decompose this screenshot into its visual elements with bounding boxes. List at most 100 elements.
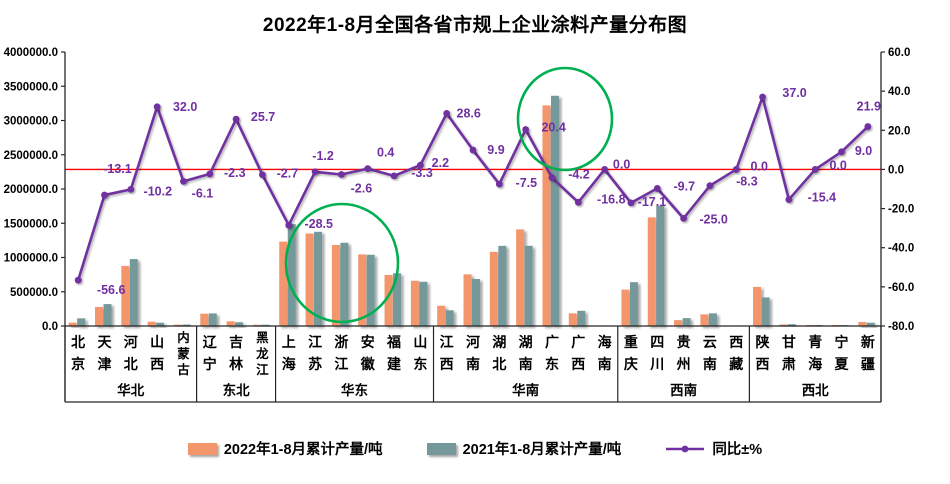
yoy-point-宁夏 bbox=[838, 148, 845, 156]
legend-line-marker-icon bbox=[666, 445, 705, 452]
yoy-label-广西: -16.8 bbox=[597, 192, 626, 206]
bar-2021-山东 bbox=[419, 281, 428, 326]
bar-2022-内蒙古 bbox=[173, 324, 182, 326]
bar-2021-福建 bbox=[393, 273, 402, 326]
category-label-河南: 河 bbox=[466, 334, 480, 350]
category-label-安徽: 徽 bbox=[360, 356, 376, 372]
bar-2021-内蒙古 bbox=[182, 324, 191, 326]
bar-2022-河南 bbox=[463, 274, 472, 326]
bar-2021-安徽 bbox=[366, 254, 375, 326]
category-label-上海: 海 bbox=[282, 356, 296, 372]
yoy-label-上海: -28.5 bbox=[304, 217, 333, 231]
yoy-point-广东 bbox=[548, 174, 556, 182]
yoy-point-陕西 bbox=[759, 93, 766, 101]
yoy-label-河南: 9.9 bbox=[487, 143, 504, 157]
category-label-西藏: 西 bbox=[729, 334, 743, 350]
yoy-point-重庆 bbox=[627, 199, 635, 207]
category-label-福建: 福 bbox=[386, 334, 401, 350]
category-label-新疆: 新 bbox=[861, 334, 875, 350]
category-label-辽宁: 宁 bbox=[203, 356, 217, 372]
region-label-西北: 西北 bbox=[802, 383, 829, 398]
category-label-海南: 南 bbox=[598, 356, 612, 372]
yoy-label-重庆: -17.1 bbox=[638, 195, 667, 209]
yoy-point-北京 bbox=[74, 276, 82, 284]
yoy-point-福建 bbox=[390, 172, 398, 180]
y-right-tick-label: 0.0 bbox=[888, 164, 904, 176]
y-left-tick-label: 4000000.0 bbox=[4, 47, 58, 59]
bar-2021-四川 bbox=[656, 205, 665, 326]
annotation-ellipse-1 bbox=[284, 202, 400, 324]
yoy-label-江苏: -1.2 bbox=[312, 149, 334, 163]
yoy-point-广西 bbox=[574, 198, 582, 206]
y-right-tick-label: -80.0 bbox=[888, 321, 914, 333]
bar-2022-广西 bbox=[568, 313, 577, 326]
bar-2021-甘肃 bbox=[787, 324, 796, 326]
y-left-tick-label: 500000.0 bbox=[10, 287, 58, 299]
bar-2022-云南 bbox=[700, 314, 709, 326]
yoy-label-云南: -8.3 bbox=[736, 175, 758, 189]
yoy-point-安徽 bbox=[364, 165, 372, 173]
category-label-黑龙江: 江 bbox=[256, 362, 269, 377]
category-label-黑龙江: 龙 bbox=[255, 346, 269, 361]
bar-2022-山东 bbox=[410, 280, 419, 326]
bar-2022-福建 bbox=[384, 274, 393, 326]
yoy-point-江苏 bbox=[311, 168, 319, 176]
bar-2022-江西 bbox=[437, 305, 446, 326]
yoy-point-西藏 bbox=[732, 166, 740, 173]
legend-item-yoy: 同比±% bbox=[665, 438, 762, 459]
bar-2022-江苏 bbox=[305, 233, 314, 326]
category-label-广西: 广 bbox=[571, 334, 585, 350]
category-label-甘肃: 甘 bbox=[782, 334, 796, 350]
y-right-tick-label: -20.0 bbox=[888, 204, 914, 216]
category-label-内蒙古: 古 bbox=[177, 362, 190, 377]
yoy-label-内蒙古: -6.1 bbox=[192, 186, 214, 200]
legend-item-2021: 2021年1-8月累计产量/吨 bbox=[426, 438, 621, 459]
legend-label-yoy: 同比±% bbox=[712, 442, 763, 458]
yoy-point-新疆 bbox=[864, 123, 872, 130]
category-label-天津: 津 bbox=[97, 356, 111, 372]
yoy-label-陕西: 37.0 bbox=[782, 86, 806, 100]
bar-2021-江西 bbox=[445, 310, 454, 326]
yoy-point-河北 bbox=[127, 185, 135, 193]
category-label-湖南: 湖 bbox=[519, 334, 533, 350]
category-label-福建: 建 bbox=[387, 356, 401, 372]
category-label-河南: 南 bbox=[466, 356, 480, 372]
y-right-tick-label: 60.0 bbox=[888, 47, 910, 59]
bar-2021-新疆 bbox=[866, 322, 875, 326]
yoy-point-天津 bbox=[101, 191, 108, 199]
category-label-浙江: 江 bbox=[334, 356, 348, 372]
yoy-point-云南 bbox=[706, 182, 714, 190]
category-label-重庆: 庆 bbox=[624, 356, 638, 372]
yoy-point-四川 bbox=[653, 185, 661, 192]
category-label-云南: 南 bbox=[703, 356, 717, 372]
yoy-point-浙江 bbox=[337, 171, 345, 178]
bar-2021-江苏 bbox=[314, 231, 323, 326]
category-label-北京: 京 bbox=[71, 356, 85, 372]
bar-2021-湖北 bbox=[498, 245, 507, 326]
yoy-label-黑龙江: -2.7 bbox=[277, 167, 299, 181]
category-label-江西: 西 bbox=[440, 356, 454, 372]
bar-2022-贵州 bbox=[674, 320, 683, 326]
bar-2022-湖北 bbox=[489, 251, 498, 326]
yoy-point-河南 bbox=[469, 146, 477, 154]
yoy-label-山东: 2.2 bbox=[432, 156, 449, 170]
bar-2021-浙江 bbox=[340, 242, 349, 326]
yoy-point-贵州 bbox=[680, 214, 687, 222]
yoy-label-海南: 0.0 bbox=[613, 157, 630, 171]
yoy-label-广东: -4.2 bbox=[568, 168, 590, 182]
yoy-label-贵州: -25.0 bbox=[699, 212, 728, 226]
bar-2021-湖南 bbox=[524, 245, 533, 326]
yoy-label-青海: 0.0 bbox=[829, 158, 846, 172]
bar-2021-山西 bbox=[156, 322, 165, 326]
yoy-label-山西: 32.0 bbox=[173, 100, 197, 114]
yoy-point-青海 bbox=[811, 166, 819, 173]
yoy-label-天津: -13.1 bbox=[103, 162, 132, 176]
category-label-陕西: 西 bbox=[756, 356, 770, 372]
y-left-tick-label: 2000000.0 bbox=[4, 184, 58, 196]
bar-2022-湖南 bbox=[516, 229, 525, 326]
y-right-tick-label: 20.0 bbox=[888, 125, 910, 137]
category-label-吉林: 林 bbox=[229, 356, 243, 372]
bar-2021-云南 bbox=[708, 313, 717, 326]
bar-2022-重庆 bbox=[621, 289, 630, 326]
